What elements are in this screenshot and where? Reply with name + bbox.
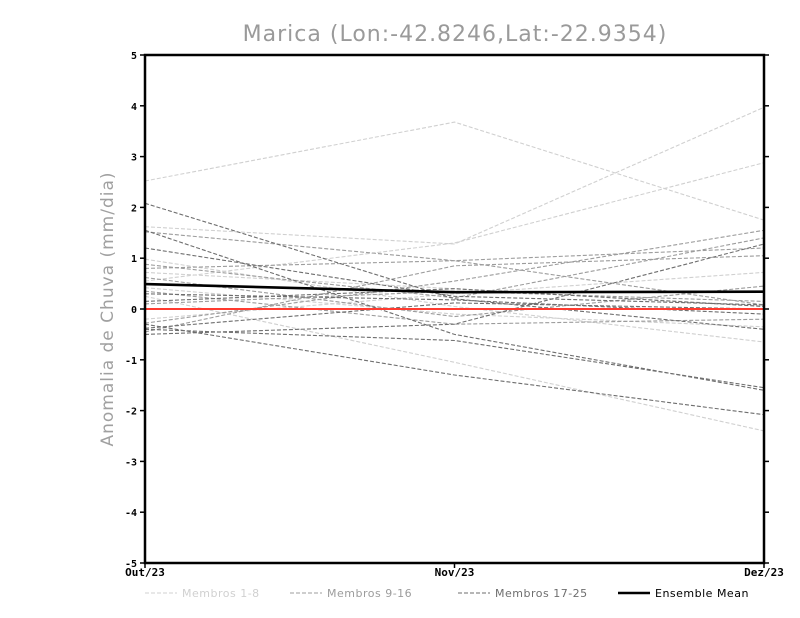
- series-line-m6: [144, 271, 765, 320]
- x-tick-label: Out/23: [125, 566, 165, 579]
- series-line-m1: [144, 121, 765, 221]
- series-line-m7: [144, 287, 765, 328]
- series-line-m20: [144, 328, 765, 389]
- x-tick-label: Nov/23: [435, 566, 475, 579]
- y-axis-label: Anomalia de Chuva (mm/dia): [98, 171, 118, 446]
- legend-label-mean: Ensemble Mean: [655, 587, 749, 600]
- series-line-m22: [144, 243, 765, 335]
- y-tick-label: 4: [131, 102, 137, 113]
- legend-label-g2: Membros 9-16: [327, 587, 412, 600]
- y-tick-label: 5: [131, 51, 137, 62]
- y-tick-label: 3: [131, 153, 137, 164]
- series-line-m10: [144, 237, 765, 299]
- legend: Membros 1-8 Membros 9-16 Membros 17-25 Ense…: [145, 587, 749, 600]
- series-line-m9: [144, 231, 765, 306]
- series-line-m2: [144, 106, 765, 245]
- ensemble-mean-layer: [144, 282, 765, 294]
- y-tick-label: -2: [125, 407, 137, 418]
- chart-title: Marica (Lon:-42.8246,Lat:-22.9354): [243, 22, 668, 47]
- series-line-m4: [144, 295, 765, 432]
- series-line-m19: [144, 323, 765, 416]
- series-line-m11: [144, 290, 765, 325]
- y-tick-label: -5: [125, 559, 137, 570]
- series-line-m16: [144, 247, 765, 269]
- legend-label-g3: Membros 17-25: [495, 587, 588, 600]
- series-line-m23: [144, 288, 765, 308]
- y-tick-label: -1: [125, 356, 137, 367]
- legend-label-g1: Membros 1-8: [182, 587, 260, 600]
- series-line-m17: [144, 202, 765, 330]
- y-tick-label: -4: [125, 508, 137, 519]
- series-line-m15: [144, 276, 765, 318]
- series-line-m5: [144, 162, 765, 282]
- series-lines: [144, 106, 765, 432]
- y-tick-label: -3: [125, 457, 137, 468]
- ensemble-mean-line: [144, 282, 765, 294]
- y-tick-label: 1: [131, 254, 137, 265]
- axis-ticks: -5 -4 -3 -2 -1 0 1 2 3 4 5 Out/23 Nov/23 Dez/23: [125, 51, 784, 579]
- x-tick-label: Dez/23: [744, 566, 784, 579]
- y-tick-label: 0: [131, 305, 137, 316]
- y-tick-label: 2: [131, 203, 137, 214]
- series-line-m25: [144, 302, 765, 329]
- series-line-m21: [144, 247, 765, 306]
